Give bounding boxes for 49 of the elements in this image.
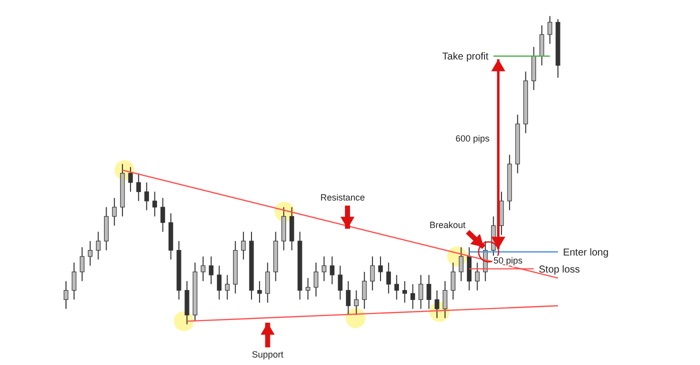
candlestick xyxy=(224,274,230,300)
candlestick xyxy=(112,197,117,226)
candlestick xyxy=(208,256,214,285)
candlestick xyxy=(410,284,416,310)
ref-line-label: Enter long xyxy=(562,247,609,258)
candlestick xyxy=(540,24,544,66)
candlestick xyxy=(200,256,206,282)
candlestick xyxy=(152,191,158,217)
candlestick xyxy=(72,262,76,300)
candlestick xyxy=(64,280,68,310)
candlestick xyxy=(314,262,318,298)
candlestick xyxy=(458,246,464,282)
candlestick xyxy=(450,262,456,300)
annotation: Breakout xyxy=(429,220,466,230)
candlestick xyxy=(402,280,408,304)
candlestick xyxy=(394,274,399,300)
ref-line-label: Stop loss xyxy=(538,264,580,276)
annotation: 600 pips xyxy=(455,134,490,144)
candlestick xyxy=(362,271,367,310)
ref-line-label: Take profit xyxy=(442,52,489,63)
candlestick xyxy=(474,262,480,291)
candlestick xyxy=(346,280,351,316)
candlestick xyxy=(88,240,92,266)
candlestick xyxy=(386,262,391,294)
annotation: Resistance xyxy=(320,192,365,202)
candlestick xyxy=(96,231,101,260)
candlestick xyxy=(434,290,440,319)
candlestick xyxy=(322,256,326,282)
candlestick xyxy=(338,265,342,300)
candlestick xyxy=(370,256,375,291)
candlestick xyxy=(354,290,359,316)
candlestick xyxy=(378,256,383,282)
candlestick xyxy=(306,278,310,300)
candlestick xyxy=(216,265,222,300)
candlestick xyxy=(442,280,448,319)
candlestick xyxy=(426,274,432,310)
candlestick xyxy=(257,280,262,304)
candlestick xyxy=(128,166,133,192)
text: Support xyxy=(252,349,284,360)
candlestick xyxy=(241,231,246,260)
candlestick xyxy=(160,197,166,232)
candlestick xyxy=(265,262,270,304)
candlestick xyxy=(80,246,84,282)
annotation: 50 pips xyxy=(493,255,523,266)
candlestick xyxy=(548,16,552,44)
candlestick xyxy=(330,256,334,285)
candlestick xyxy=(144,182,149,211)
candlestick xyxy=(418,274,424,310)
candlestick xyxy=(136,172,141,202)
